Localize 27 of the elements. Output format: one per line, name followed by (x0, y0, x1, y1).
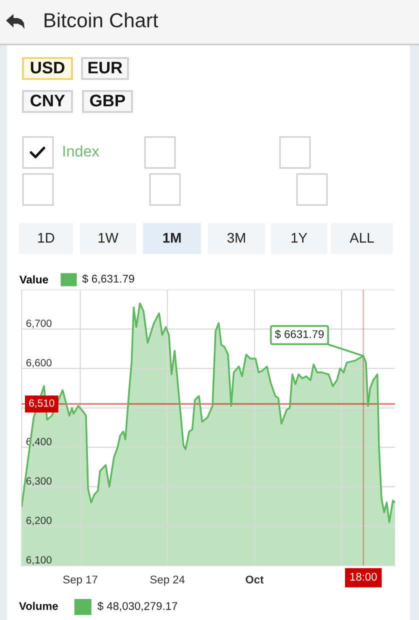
y-tick-label: 6,600 (26, 359, 52, 368)
text: USD (30, 62, 64, 74)
ref-line-label: 18:00 (350, 572, 377, 581)
y-tick-label: 6,700 (26, 320, 52, 328)
text: Index (63, 145, 100, 157)
text: 3M (227, 232, 246, 243)
text: EUR (88, 62, 122, 74)
text: 1Y (292, 233, 308, 243)
ref-line-label: 6,510 (29, 399, 54, 408)
annotation: $ 6631.79 (274, 330, 324, 339)
text: CNY (30, 94, 65, 106)
y-tick-label: 6,200 (26, 516, 52, 526)
text: 1D (38, 233, 54, 243)
x-tick-label: Sep 24 (150, 576, 185, 586)
chart-title: Bitcoin Chart (44, 12, 158, 28)
text: Volume (19, 602, 58, 610)
text: 1M (163, 233, 181, 243)
legend-label: Value (20, 275, 48, 284)
x-tick-label: Sep 17 (63, 576, 98, 586)
y-tick-label: 6,300 (26, 477, 52, 486)
text: 1W (98, 233, 118, 243)
y-tick-label: 6,100 (26, 556, 52, 565)
x-tick-label: Oct (246, 576, 264, 584)
text: $ 6,631.79 (82, 274, 134, 284)
text: GBP (90, 94, 125, 106)
text: $ 48,030,279.17 (97, 602, 178, 612)
text: ALL (350, 233, 374, 243)
